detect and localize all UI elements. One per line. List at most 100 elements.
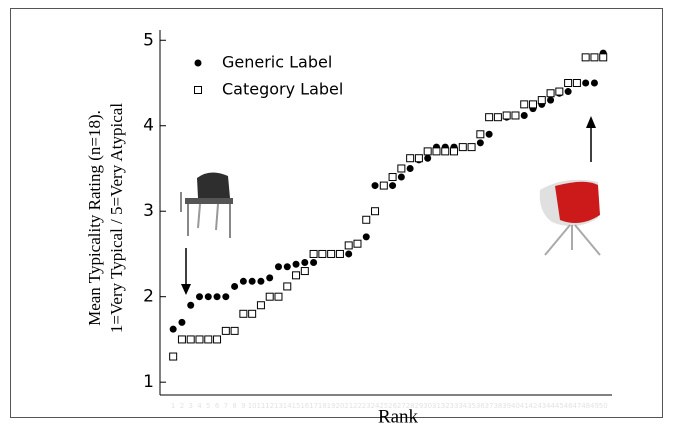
x-tick-label: 40 xyxy=(511,402,520,410)
x-tick-label: 19 xyxy=(327,402,336,410)
x-tick-label: 42 xyxy=(529,402,538,410)
data-point xyxy=(205,293,212,300)
x-tick-label: 23 xyxy=(362,402,371,410)
data-point xyxy=(336,250,343,257)
data-point xyxy=(328,250,335,257)
data-point xyxy=(459,144,466,151)
data-point xyxy=(187,302,194,309)
data-point xyxy=(582,54,589,61)
data-point xyxy=(240,310,247,317)
data-point xyxy=(398,174,405,181)
data-point xyxy=(380,182,387,189)
x-tick-label: 6 xyxy=(215,402,220,410)
data-point xyxy=(538,97,545,104)
data-point xyxy=(196,293,203,300)
data-point xyxy=(372,208,379,215)
data-point xyxy=(407,165,414,172)
data-point xyxy=(178,319,185,326)
data-point xyxy=(591,79,598,86)
x-tick-label: 20 xyxy=(335,402,344,410)
x-tick-label: 5 xyxy=(206,402,210,410)
data-point xyxy=(354,240,361,247)
data-point xyxy=(178,336,185,343)
data-point xyxy=(424,155,431,162)
y-tick-label: 3 xyxy=(143,201,154,221)
data-point xyxy=(293,272,300,279)
x-tick-label: 7 xyxy=(224,402,228,410)
x-tick-label: 4 xyxy=(197,402,202,410)
x-tick-label: 33 xyxy=(450,402,459,410)
data-point xyxy=(372,182,379,189)
legend-label: Category Label xyxy=(222,80,343,99)
data-point xyxy=(600,54,607,61)
x-tick-label: 41 xyxy=(520,402,529,410)
data-point xyxy=(477,131,484,138)
data-point xyxy=(266,293,273,300)
data-point xyxy=(310,250,317,257)
x-tick-label: 30 xyxy=(423,402,432,410)
legend-marker xyxy=(195,87,202,94)
x-tick-label: 47 xyxy=(572,402,581,410)
x-tick-label: 22 xyxy=(353,402,362,410)
data-point xyxy=(530,101,537,108)
data-point xyxy=(301,259,308,266)
data-point xyxy=(222,293,229,300)
data-point xyxy=(293,261,300,268)
data-point xyxy=(573,79,580,86)
data-point xyxy=(345,250,352,257)
data-point xyxy=(310,259,317,266)
x-tick-label: 13 xyxy=(274,402,283,410)
x-tick-label: 37 xyxy=(485,402,494,410)
legend-label: Generic Label xyxy=(222,53,332,72)
data-point xyxy=(389,174,396,181)
data-point xyxy=(521,101,528,108)
data-point xyxy=(231,327,238,334)
data-point xyxy=(222,327,229,334)
page: 1234512345678910111213141516171819202122… xyxy=(0,0,673,426)
data-point xyxy=(284,283,291,290)
legend-marker xyxy=(195,60,202,67)
x-tick-label: 17 xyxy=(309,402,318,410)
y-tick-label: 4 xyxy=(143,116,154,136)
x-tick-label: 10 xyxy=(248,402,257,410)
data-point xyxy=(415,155,422,162)
data-point xyxy=(284,263,291,270)
x-tick-label: 38 xyxy=(493,402,502,410)
data-point xyxy=(468,144,475,151)
data-point xyxy=(363,233,370,240)
data-point xyxy=(477,139,484,146)
data-point xyxy=(275,293,282,300)
x-tick-label: 18 xyxy=(318,402,327,410)
x-tick-label: 15 xyxy=(292,402,301,410)
x-axis-label: Rank xyxy=(378,406,419,426)
x-tick-label: 9 xyxy=(241,402,245,410)
x-tick-label: 12 xyxy=(265,402,274,410)
data-point xyxy=(512,112,519,119)
y-axis-label: Mean Typicality Rating (n=18). xyxy=(85,110,104,326)
data-point xyxy=(170,326,177,333)
data-point xyxy=(170,353,177,360)
data-point xyxy=(521,112,528,119)
data-point xyxy=(433,148,440,155)
data-point xyxy=(547,90,554,97)
x-tick-label: 11 xyxy=(256,402,265,410)
data-point xyxy=(345,242,352,249)
data-point xyxy=(240,278,247,285)
x-tick-label: 39 xyxy=(502,402,511,410)
data-point xyxy=(301,268,308,275)
y-tick-label: 1 xyxy=(143,372,154,392)
data-point xyxy=(451,148,458,155)
data-point xyxy=(249,310,256,317)
data-point xyxy=(266,274,273,281)
x-tick-label: 3 xyxy=(188,402,192,410)
y-tick-label: 2 xyxy=(143,287,154,307)
data-point xyxy=(486,114,493,121)
data-point xyxy=(214,336,221,343)
data-point xyxy=(363,216,370,223)
x-tick-label: 31 xyxy=(432,402,441,410)
data-point xyxy=(424,148,431,155)
data-point xyxy=(196,336,203,343)
data-point xyxy=(398,165,405,172)
data-point xyxy=(205,336,212,343)
x-tick-label: 48 xyxy=(581,402,590,410)
